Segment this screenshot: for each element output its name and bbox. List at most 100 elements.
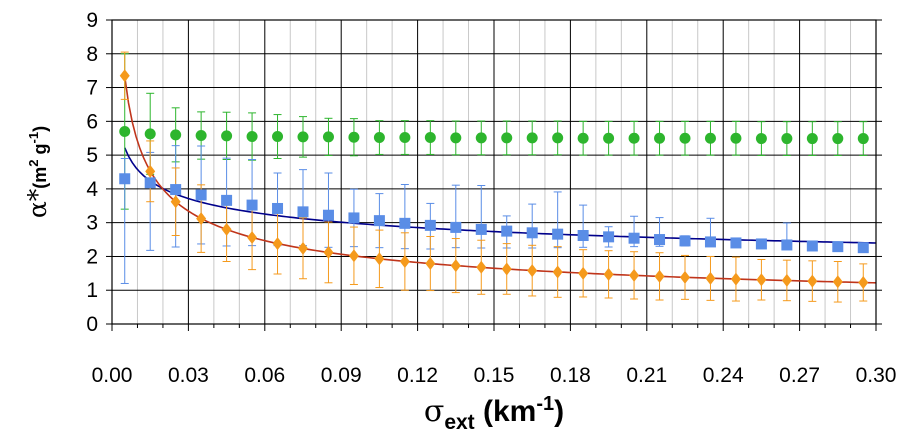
point-series-2 <box>399 217 411 229</box>
fit-curves <box>123 76 877 284</box>
y-tick-label: 0 <box>86 313 98 336</box>
point-series-1 <box>781 133 793 145</box>
y-tick-labels: 0 1 2 3 4 5 6 7 8 9 <box>86 9 98 336</box>
point-series-1 <box>730 132 742 144</box>
point-series-2 <box>552 228 564 240</box>
x-tick-label: 0.06 <box>244 364 285 387</box>
point-series-1 <box>501 132 513 144</box>
point-series-2 <box>195 189 207 201</box>
point-series-1 <box>246 131 258 143</box>
point-series-3 <box>119 69 130 83</box>
point-series-3 <box>807 274 818 288</box>
y-axis-exponent-2: -1 <box>26 132 41 144</box>
point-series-3 <box>654 269 665 283</box>
y-axis-close: ) <box>30 126 50 132</box>
data-markers <box>119 69 869 289</box>
point-series-1 <box>603 132 615 144</box>
point-series-2 <box>628 232 640 244</box>
y-axis-title: α*(m2 g-1) <box>23 126 52 218</box>
x-tick-label: 0.27 <box>779 364 820 387</box>
point-series-3 <box>425 257 436 271</box>
point-series-3 <box>578 266 589 280</box>
point-series-2 <box>246 199 258 211</box>
y-tick-label: 8 <box>86 43 98 66</box>
point-series-3 <box>501 262 512 276</box>
point-series-2 <box>475 223 487 235</box>
point-series-2 <box>577 230 589 242</box>
point-series-2 <box>424 219 436 231</box>
point-series-3 <box>221 222 232 236</box>
point-series-3 <box>858 275 869 289</box>
point-series-1 <box>857 133 869 145</box>
point-series-2 <box>297 206 309 218</box>
point-series-2 <box>832 241 844 253</box>
point-series-3 <box>832 275 843 289</box>
point-series-1 <box>399 132 411 144</box>
point-series-3 <box>145 164 156 178</box>
point-series-3 <box>399 255 410 269</box>
y-tick-label: 6 <box>86 110 98 133</box>
point-series-2 <box>450 221 462 233</box>
x-tick-label: 0.15 <box>474 364 515 387</box>
point-series-2 <box>119 173 131 185</box>
y-tick-label: 2 <box>86 245 98 268</box>
y-tick-label: 4 <box>86 178 98 201</box>
point-series-1 <box>475 132 487 144</box>
point-series-1 <box>170 129 182 141</box>
point-series-3 <box>629 268 640 282</box>
point-series-3 <box>756 273 767 287</box>
point-series-2 <box>144 177 156 189</box>
point-series-2 <box>730 237 742 249</box>
point-series-2 <box>679 235 691 247</box>
point-series-1 <box>577 132 589 144</box>
point-series-2 <box>373 215 385 227</box>
y-axis-mid: g <box>30 143 50 159</box>
y-tick-label: 5 <box>86 144 98 167</box>
x-tick-label: 0.03 <box>168 364 209 387</box>
axis-ticks <box>106 19 882 331</box>
x-axis-unit: (km <box>475 395 537 428</box>
point-series-2 <box>170 184 182 196</box>
point-series-1 <box>272 131 284 143</box>
point-series-2 <box>348 212 360 224</box>
point-series-2 <box>704 236 716 248</box>
point-series-3 <box>196 212 207 226</box>
y-axis-symbol: α* <box>23 188 52 218</box>
x-tick-label: 0.18 <box>550 364 591 387</box>
point-series-2 <box>603 231 615 243</box>
major-gridlines <box>112 20 876 324</box>
point-series-1 <box>297 131 309 143</box>
x-tick-label: 0.00 <box>92 364 133 387</box>
y-tick-label: 7 <box>86 77 98 100</box>
point-series-3 <box>552 265 563 279</box>
point-series-1 <box>679 132 691 144</box>
point-series-1 <box>552 132 564 144</box>
point-series-1 <box>832 133 844 145</box>
point-series-3 <box>603 267 614 281</box>
point-series-1 <box>221 130 233 142</box>
point-series-3 <box>450 259 461 273</box>
point-series-1 <box>628 132 640 144</box>
point-series-3 <box>705 271 716 285</box>
point-series-1 <box>348 131 360 143</box>
fit-curve-2 <box>123 147 877 244</box>
y-tick-label: 9 <box>86 9 98 32</box>
point-series-2 <box>654 234 666 246</box>
point-series-1 <box>654 132 666 144</box>
x-tick-label: 0.21 <box>626 364 667 387</box>
point-series-3 <box>348 249 359 263</box>
point-series-1 <box>526 132 538 144</box>
point-series-2 <box>221 194 233 206</box>
point-series-1 <box>119 125 131 137</box>
point-series-2 <box>501 225 513 237</box>
point-series-3 <box>247 231 258 245</box>
error-bar <box>528 203 537 249</box>
x-tick-labels: 0.00 0.03 0.06 0.09 0.12 0.15 0.18 0.21 0.24 0.27… <box>92 364 897 387</box>
x-tick-label: 0.12 <box>397 364 438 387</box>
fit-curve-3 <box>123 76 877 284</box>
point-series-1 <box>755 133 767 145</box>
x-axis-subscript: ext <box>444 411 474 433</box>
y-tick-label: 3 <box>86 212 98 235</box>
point-series-3 <box>298 241 308 255</box>
